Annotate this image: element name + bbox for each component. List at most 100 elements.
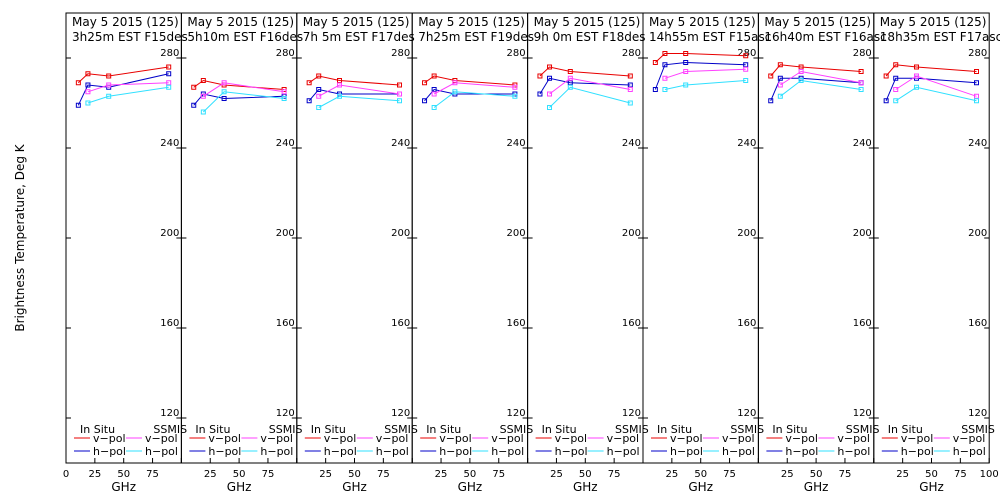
- series-line-insitu-h: [885, 77, 977, 101]
- legend-title-ssmis: SSMIS: [500, 423, 534, 436]
- data-point-insitu-v: [913, 64, 919, 70]
- legend-label-ssmis-v: v−pol: [145, 432, 178, 445]
- data-point-insitu-h: [537, 91, 543, 97]
- y-tick-label: 280: [391, 48, 410, 59]
- series-line-ssmis-v: [780, 70, 862, 86]
- panel-4: May 5 2015 (125)7h25m EST F19des 120 160 20…: [411, 12, 534, 494]
- series-line-ssmis-h: [318, 95, 400, 108]
- data-point-insitu-v: [743, 53, 749, 59]
- data-point-ssmis-h: [893, 98, 899, 104]
- x-tick-label: 75: [954, 469, 967, 480]
- data-point-ssmis-h: [567, 84, 573, 90]
- x-tick-label: 50: [233, 469, 246, 480]
- y-tick-label: 280: [276, 48, 295, 59]
- x-axis-label: GHz: [804, 480, 829, 494]
- data-point-ssmis-v: [567, 75, 573, 81]
- series-line-insitu-v: [654, 53, 746, 63]
- legend-label-ssmis-h: h−pol: [260, 445, 293, 458]
- data-point-insitu-h: [883, 98, 889, 104]
- data-point-ssmis-h: [743, 78, 749, 83]
- x-tick-label: 50: [117, 469, 130, 480]
- x-tick-label: 100: [980, 469, 999, 480]
- y-tick-label: 120: [622, 408, 641, 419]
- y-tick-label: 200: [737, 228, 756, 239]
- data-point-ssmis-v: [200, 93, 206, 99]
- data-point-ssmis-v: [221, 80, 227, 86]
- data-point-ssmis-v: [743, 66, 749, 72]
- y-axis-label: Brightness Temperature, Deg K: [13, 143, 27, 331]
- legend-title-insitu: In Situ: [657, 423, 692, 436]
- y-tick-label: 240: [853, 138, 872, 149]
- legend-title-ssmis: SSMIS: [730, 423, 764, 436]
- panel-title-date: May 5 2015 (125): [880, 15, 987, 29]
- data-point-insitu-v: [191, 84, 197, 90]
- series-line-ssmis-v: [318, 84, 400, 97]
- data-point-insitu-h: [893, 75, 899, 81]
- y-tick-label: 200: [853, 228, 872, 239]
- legend-label-ssmis-h: h−pol: [953, 445, 986, 458]
- legend-label-insitu-v: v−pol: [324, 432, 357, 445]
- data-point-insitu-v: [85, 71, 91, 77]
- data-point-ssmis-h: [547, 105, 553, 110]
- y-tick-label: 280: [622, 48, 641, 59]
- legend-label-insitu-h: h−pol: [901, 445, 934, 458]
- series-line-insitu-v: [539, 66, 631, 77]
- y-tick-label: 160: [968, 318, 987, 329]
- x-tick-label: 25: [665, 469, 678, 480]
- series-line-ssmis-v: [895, 75, 977, 97]
- data-point-ssmis-h: [281, 96, 287, 101]
- panel-1: May 5 2015 (125)3h25m EST F15des 120 160 20…: [63, 12, 188, 494]
- y-tick-label: 240: [276, 138, 295, 149]
- legend-label-ssmis-v: v−pol: [837, 432, 870, 445]
- data-point-ssmis-h: [397, 98, 403, 104]
- data-point-ssmis-h: [221, 89, 227, 95]
- y-tick-label: 200: [160, 228, 179, 239]
- panel-6: May 5 2015 (125)14h55m EST F15asc 120 160 2…: [642, 12, 771, 494]
- series-line-ssmis-h: [87, 86, 169, 104]
- legend-title-insitu: In Situ: [542, 423, 577, 436]
- y-tick-label: 120: [276, 408, 295, 419]
- series-line-ssmis-v: [664, 68, 746, 79]
- data-point-ssmis-h: [627, 100, 633, 106]
- panel-title-time: 3h25m EST F15des: [72, 30, 188, 44]
- y-tick-label: 160: [507, 318, 526, 329]
- y-tick-label: 160: [391, 318, 410, 329]
- data-point-insitu-h: [547, 75, 553, 81]
- panel-8: May 5 2015 (125)18h35m EST F17asc 120 160 2…: [873, 12, 1000, 494]
- y-tick-label: 240: [391, 138, 410, 149]
- y-tick-label: 120: [507, 408, 526, 419]
- data-point-ssmis-v: [777, 82, 783, 88]
- data-point-ssmis-h: [683, 82, 689, 88]
- x-tick-label: 25: [781, 469, 794, 480]
- y-tick-label: 200: [391, 228, 410, 239]
- data-point-insitu-h: [85, 82, 91, 88]
- data-point-insitu-v: [768, 73, 774, 79]
- data-point-insitu-h: [662, 62, 668, 68]
- legend-title-insitu: In Situ: [888, 423, 923, 436]
- data-point-ssmis-v: [913, 73, 919, 79]
- y-tick-label: 200: [622, 228, 641, 239]
- data-point-insitu-v: [567, 69, 573, 74]
- y-tick-label: 160: [853, 318, 872, 329]
- data-point-insitu-h: [422, 98, 428, 104]
- y-tick-label: 160: [622, 318, 641, 329]
- y-tick-label: 240: [968, 138, 987, 149]
- data-point-insitu-h: [191, 102, 197, 108]
- y-tick-label: 120: [160, 408, 179, 419]
- data-point-insitu-v: [547, 64, 553, 70]
- data-point-insitu-h: [652, 87, 658, 92]
- data-point-insitu-v: [306, 80, 312, 86]
- data-point-ssmis-h: [662, 87, 668, 92]
- y-tick-label: 280: [853, 48, 872, 59]
- data-point-insitu-v: [883, 73, 889, 79]
- legend-label-insitu-v: v−pol: [208, 432, 241, 445]
- y-tick-label: 280: [507, 48, 526, 59]
- data-point-insitu-h: [768, 98, 774, 104]
- legend-label-ssmis-v: v−pol: [722, 432, 755, 445]
- series-line-ssmis-h: [895, 86, 977, 102]
